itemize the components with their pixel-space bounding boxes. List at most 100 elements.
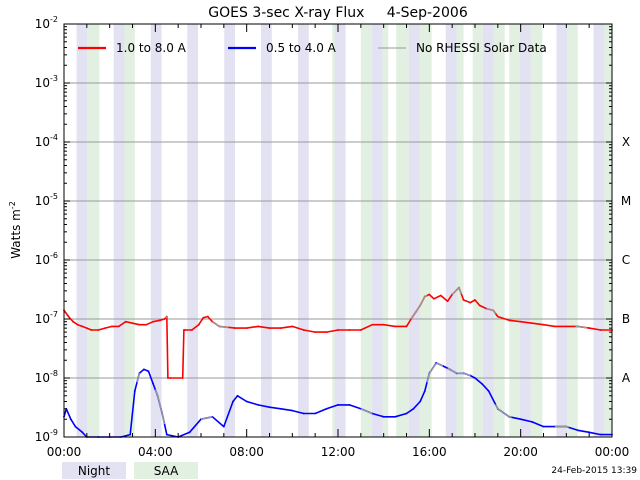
saa-band — [604, 24, 612, 437]
night-band — [334, 24, 346, 437]
series-point-1 — [131, 322, 134, 325]
series-point-1 — [257, 325, 259, 328]
series-line-2 — [63, 362, 612, 438]
no-rhessi-segment — [211, 321, 229, 329]
series-point-1 — [359, 329, 362, 331]
series-point-1 — [446, 300, 449, 303]
saa-band — [382, 24, 389, 437]
night-band — [76, 24, 88, 437]
series-point-1 — [190, 329, 193, 331]
series-point-2 — [487, 390, 490, 392]
series-point-2 — [542, 425, 545, 428]
y-axis-label: Watts m-2 — [8, 201, 23, 259]
y-tick-exponent: -9 — [50, 428, 58, 437]
night-band — [371, 24, 383, 437]
series-point-1 — [181, 377, 184, 379]
series-point-1 — [268, 327, 271, 330]
series-point-1 — [202, 316, 205, 319]
series-point-1 — [85, 327, 88, 330]
series-point-1 — [348, 329, 351, 331]
series-point-1 — [439, 294, 442, 297]
series-point-1 — [325, 331, 328, 333]
y-tick-exponent: -7 — [50, 310, 58, 319]
series-point-2 — [480, 382, 483, 385]
x-tick-label: 08:00 — [229, 445, 264, 459]
y-tick-exponent: -5 — [50, 192, 58, 201]
flare-class-label: X — [622, 135, 630, 149]
x-tick-label: 04:00 — [138, 445, 173, 459]
night-band — [556, 24, 568, 437]
flare-class-labels: A B C M X — [621, 135, 631, 385]
series-point-1 — [291, 325, 294, 328]
y-tick-label: 10-7 — [35, 310, 58, 326]
series-point-2 — [576, 429, 579, 432]
saa-band — [530, 24, 543, 437]
series-point-1 — [371, 323, 374, 326]
shading-layer — [76, 24, 612, 437]
flare-class-label: B — [622, 312, 630, 326]
series-point-2 — [291, 409, 294, 412]
series-point-1 — [554, 325, 556, 328]
y-tick-exponent: -6 — [50, 251, 58, 260]
x-tick-label: 00:00 — [595, 445, 630, 459]
x-tick-label: 20:00 — [503, 445, 538, 459]
series-point-2 — [419, 400, 422, 403]
series-point-1 — [145, 323, 148, 326]
series-point-2 — [280, 407, 282, 410]
series-point-2 — [588, 431, 591, 434]
series-point-1 — [337, 329, 339, 331]
y-tick-base: 10 — [35, 76, 50, 90]
series-point-1 — [302, 329, 305, 331]
series-point-2 — [302, 412, 305, 415]
y-tick-base: 10 — [35, 253, 50, 267]
series-point-1 — [97, 329, 100, 331]
flare-class-label: M — [621, 194, 631, 208]
chart-title: GOES 3-sec X-ray Flux 4-Sep-2006 — [208, 5, 468, 21]
series-point-2 — [474, 377, 476, 379]
timestamp: 24-Feb-2015 13:39 — [551, 466, 637, 476]
no-rhessi-segment — [360, 408, 373, 415]
series-point-1 — [81, 325, 84, 328]
shading-legend: Night SAA — [62, 462, 198, 479]
y-tick-label: 10-8 — [35, 369, 58, 385]
night-band — [187, 24, 199, 437]
series-layer — [63, 286, 613, 438]
series-point-1 — [508, 319, 511, 322]
night-band — [593, 24, 605, 437]
night-band — [113, 24, 125, 437]
saa-band — [509, 24, 520, 437]
series-point-2 — [165, 433, 168, 436]
series-point-1 — [599, 329, 602, 331]
no-rhessi-segment — [410, 294, 428, 320]
y-tick-base: 10 — [35, 135, 50, 149]
no-rhessi-segment — [136, 373, 140, 383]
series-point-1 — [72, 320, 75, 323]
no-rhessi-segment — [426, 362, 444, 383]
series-point-2 — [405, 412, 408, 415]
series-point-2 — [81, 431, 84, 434]
x-tick-label: 12:00 — [321, 445, 356, 459]
y-tick-exponent: -3 — [50, 74, 58, 83]
series-point-1 — [496, 315, 499, 318]
series-point-2 — [599, 433, 602, 436]
series-point-1 — [478, 304, 481, 307]
series-point-2 — [232, 400, 234, 403]
flare-class-label: A — [622, 371, 631, 385]
legend-label: 0.5 to 4.0 A — [266, 41, 337, 55]
no-rhessi-segment — [200, 416, 213, 420]
no-rhessi-segment — [154, 389, 166, 425]
y-tick-label: 10-9 — [35, 428, 58, 444]
legend: 1.0 to 8.0 A 0.5 to 4.0 A No RHESSI Solar … — [78, 41, 547, 55]
series-point-2 — [69, 418, 72, 421]
series-point-1 — [124, 320, 127, 323]
shading-legend-label: Night — [78, 464, 111, 478]
series-point-1 — [433, 297, 435, 300]
no-rhessi-segment — [165, 315, 168, 319]
night-band — [261, 24, 272, 437]
series-point-1 — [184, 329, 186, 331]
series-point-1 — [588, 327, 591, 330]
y-tick-exponent: -4 — [50, 133, 58, 142]
series-point-2 — [143, 368, 145, 371]
flare-class-label: C — [622, 253, 630, 267]
series-point-1 — [67, 315, 70, 318]
